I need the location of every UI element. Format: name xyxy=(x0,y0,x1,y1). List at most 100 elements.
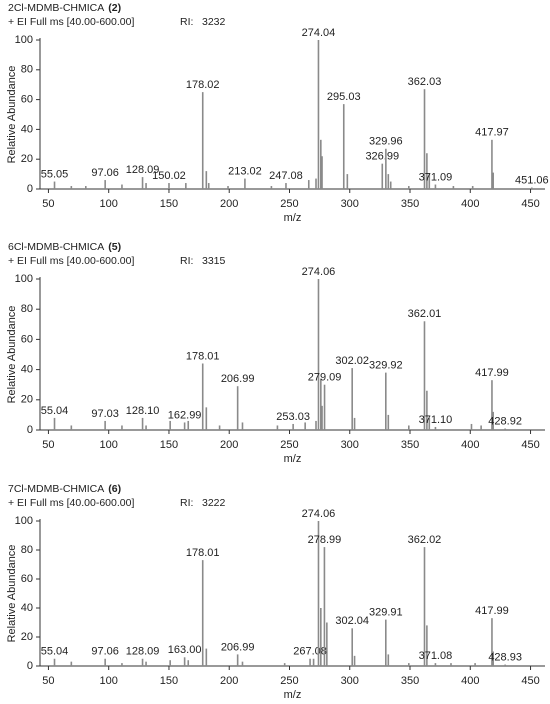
ri-value: 3315 xyxy=(202,255,226,267)
x-tick-label: 100 xyxy=(100,439,118,451)
y-tick-label: 0 xyxy=(27,424,33,436)
peak-label: 274.06 xyxy=(302,508,336,520)
compound-number: (6) xyxy=(108,483,121,495)
y-tick-label: 80 xyxy=(21,544,33,556)
peak-label: 206.99 xyxy=(221,373,255,385)
y-tick-label: 100 xyxy=(15,34,33,46)
peak-label: 326.99 xyxy=(365,151,399,163)
peak-label: 274.04 xyxy=(302,27,336,39)
y-tick-label: 0 xyxy=(27,660,33,672)
y-tick-label: 20 xyxy=(21,394,33,406)
x-tick-label: 150 xyxy=(160,198,178,210)
peak-label: 178.01 xyxy=(186,547,220,559)
ri-label: RI: xyxy=(180,497,193,509)
x-tick-label: 250 xyxy=(280,439,298,451)
y-tick-label: 80 xyxy=(21,64,33,76)
y-tick-label: 20 xyxy=(21,631,33,643)
scan-info: + EI Full ms [40.00-600.00] xyxy=(8,16,134,28)
y-tick-label: 0 xyxy=(27,183,33,195)
y-tick-label: 60 xyxy=(21,333,33,345)
ri-value: 3222 xyxy=(202,497,226,509)
peak-label: 55.05 xyxy=(41,168,69,180)
y-tick-label: 40 xyxy=(21,123,33,135)
peak-label: 274.06 xyxy=(302,266,336,278)
x-tick-label: 100 xyxy=(100,198,118,210)
x-tick-label: 200 xyxy=(220,439,238,451)
peak-label: 417.99 xyxy=(475,367,509,379)
x-axis-label: m/z xyxy=(284,212,302,224)
x-axis-label: m/z xyxy=(284,689,302,701)
peak-label: 417.99 xyxy=(475,605,509,617)
x-tick-label: 450 xyxy=(521,439,539,451)
x-axis-label: m/z xyxy=(284,453,302,465)
x-tick-label: 150 xyxy=(160,439,178,451)
x-tick-label: 50 xyxy=(42,675,54,687)
peak-label: 253.03 xyxy=(276,411,310,423)
x-tick-label: 450 xyxy=(521,675,539,687)
peak-label: 428.92 xyxy=(488,415,522,427)
x-tick-label: 400 xyxy=(461,439,479,451)
y-axis-label: Relative Abundance xyxy=(6,66,18,164)
peak-label: 150.02 xyxy=(152,170,186,182)
peak-label: 329.92 xyxy=(369,360,403,372)
ri-label: RI: xyxy=(180,16,193,28)
peak-label: 128.10 xyxy=(126,405,160,417)
compound-number: (5) xyxy=(108,241,121,253)
peak-label: 371.09 xyxy=(419,171,453,183)
peak-label: 428.93 xyxy=(488,651,522,663)
peak-label: 128.09 xyxy=(126,164,160,176)
peak-label: 329.91 xyxy=(369,607,403,619)
x-tick-label: 300 xyxy=(341,198,359,210)
peak-label: 162.99 xyxy=(168,409,202,421)
y-tick-label: 80 xyxy=(21,303,33,315)
y-tick-label: 60 xyxy=(21,573,33,585)
panel-title: 7Cl-MDMB-CHMICA xyxy=(8,483,104,495)
peak-label: 97.06 xyxy=(91,646,119,658)
peak-label: 279.09 xyxy=(308,372,342,384)
peak-label: 362.01 xyxy=(408,308,442,320)
compound-number: (2) xyxy=(108,2,121,14)
peak-label: 451.06 xyxy=(515,174,549,186)
scan-info: + EI Full ms [40.00-600.00] xyxy=(8,255,134,267)
peak-label: 267.08 xyxy=(293,646,327,658)
peak-label: 128.09 xyxy=(126,646,160,658)
x-tick-label: 450 xyxy=(521,198,539,210)
peak-label: 213.02 xyxy=(228,165,262,177)
x-tick-label: 250 xyxy=(280,198,298,210)
y-axis-label: Relative Abundance xyxy=(6,545,18,643)
peak-label: 371.08 xyxy=(419,650,453,662)
peak-label: 178.01 xyxy=(186,350,220,362)
peak-label: 163.00 xyxy=(168,644,202,656)
x-tick-label: 400 xyxy=(461,198,479,210)
peak-label: 97.06 xyxy=(91,167,119,179)
peak-label: 362.03 xyxy=(408,76,442,88)
x-tick-label: 50 xyxy=(42,198,54,210)
y-tick-label: 40 xyxy=(21,602,33,614)
x-tick-label: 400 xyxy=(461,675,479,687)
x-tick-label: 200 xyxy=(220,198,238,210)
x-tick-label: 350 xyxy=(401,198,419,210)
peak-label: 302.02 xyxy=(335,355,369,367)
peak-label: 278.99 xyxy=(308,534,342,546)
peak-label: 302.04 xyxy=(335,615,369,627)
x-tick-label: 50 xyxy=(42,439,54,451)
y-tick-label: 100 xyxy=(15,273,33,285)
peak-label: 329.96 xyxy=(369,136,403,148)
x-tick-label: 300 xyxy=(341,675,359,687)
panel-title: 6Cl-MDMB-CHMICA xyxy=(8,241,104,253)
ri-value: 3232 xyxy=(202,16,226,28)
peak-label: 178.02 xyxy=(186,79,220,91)
x-tick-label: 350 xyxy=(401,439,419,451)
x-tick-label: 100 xyxy=(100,675,118,687)
y-tick-label: 60 xyxy=(21,94,33,106)
peak-label: 206.99 xyxy=(221,641,255,653)
y-tick-label: 40 xyxy=(21,364,33,376)
y-axis-label: Relative Abundance xyxy=(6,306,18,404)
x-tick-label: 350 xyxy=(401,675,419,687)
ri-label: RI: xyxy=(180,255,193,267)
peak-label: 371.10 xyxy=(419,414,453,426)
y-tick-label: 100 xyxy=(15,515,33,527)
peak-label: 417.97 xyxy=(475,127,509,139)
peak-label: 362.02 xyxy=(408,534,442,546)
